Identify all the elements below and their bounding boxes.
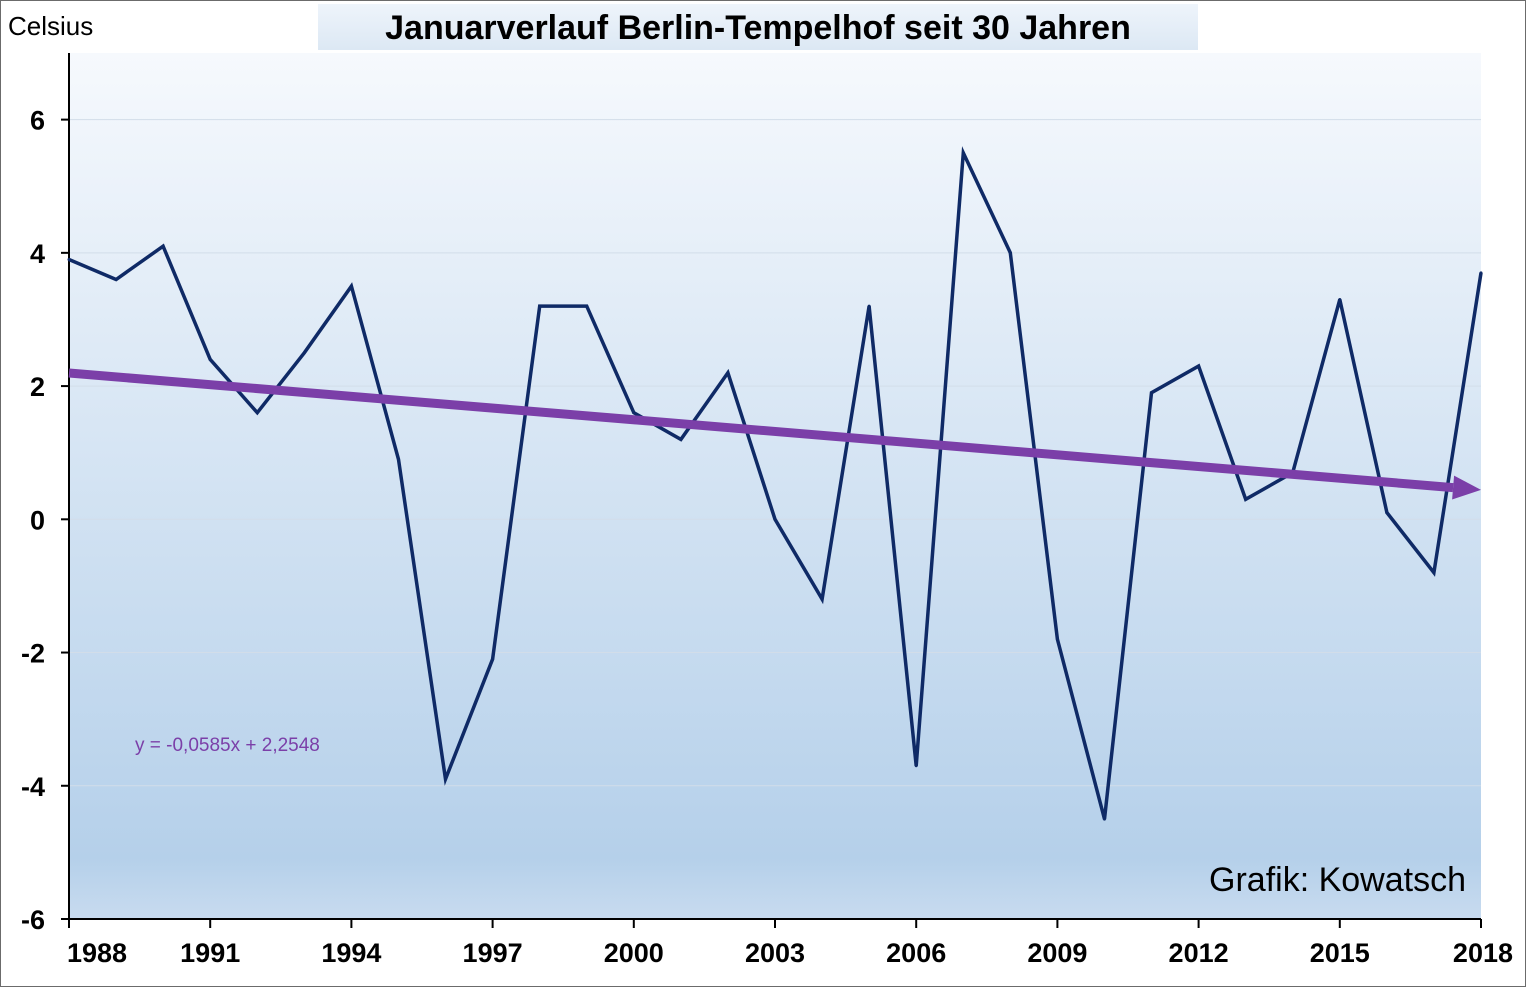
data-point [161,244,165,248]
chart-title: Januarverlauf Berlin-Tempelhof seit 30 J… [385,9,1131,47]
x-tick-label: 1997 [463,938,523,968]
trendline-equation: y = -0,0585x + 2,2548 [135,735,320,756]
data-point [491,657,495,661]
x-tick-label: 1994 [321,938,381,968]
y-tick-label: -6 [21,905,45,935]
x-tick-label: 2012 [1169,938,1229,968]
data-point [396,457,400,461]
y-tick-label: 0 [30,505,45,535]
x-tick-label: 1988 [67,938,127,968]
x-tick-label: 2000 [604,938,664,968]
data-point [1338,297,1342,301]
data-point [679,437,683,441]
data-point [820,597,824,601]
y-tick-label: -4 [21,772,45,802]
y-tick-label: 4 [30,239,45,269]
data-point [302,351,306,355]
x-tick-label: 2009 [1027,938,1087,968]
data-point [1055,637,1059,641]
data-point [585,304,589,308]
data-point [1197,364,1201,368]
x-tick-label: 2015 [1310,938,1370,968]
data-point [1385,511,1389,515]
x-tick-label: 2006 [886,938,946,968]
trendline-arrowhead [1452,475,1481,500]
plot-area [69,53,1481,919]
data-point [773,517,777,521]
data-point [349,284,353,288]
y-tick-label: 2 [30,372,45,402]
data-point [114,277,118,281]
data-point [1244,497,1248,501]
data-point [726,371,730,375]
data-series [67,146,1483,821]
title-background [318,4,1198,50]
data-point [1008,251,1012,255]
y-tick-label: -2 [21,639,45,669]
data-point [961,151,965,155]
y-axis-ticks: -6 -4 -2 0 2 4 6 [21,106,69,935]
x-axis-ticks: 1988 1991 1994 1997 2000 2003 2006 2009 2012 2015… [67,919,1513,968]
data-point [67,258,71,262]
x-tick-label: 1991 [180,938,240,968]
data-point [1150,391,1154,395]
data-point [208,357,212,361]
data-point [1479,271,1483,275]
x-tick-label: 2003 [745,938,805,968]
data-point [632,411,636,415]
data-point [255,411,259,415]
credit-annotation: Grafik: Kowatsch [1209,861,1466,899]
y-tick-label: 6 [30,106,45,136]
trendline [68,368,1481,500]
data-point [1102,817,1106,821]
data-point [538,304,542,308]
trendline-line [68,368,1454,493]
y-axis-label: Celsius [8,11,93,41]
data-point [1432,571,1436,575]
data-point [444,777,448,781]
x-tick-label: 2018 [1453,938,1513,968]
data-point [867,304,871,308]
data-point [914,764,918,768]
